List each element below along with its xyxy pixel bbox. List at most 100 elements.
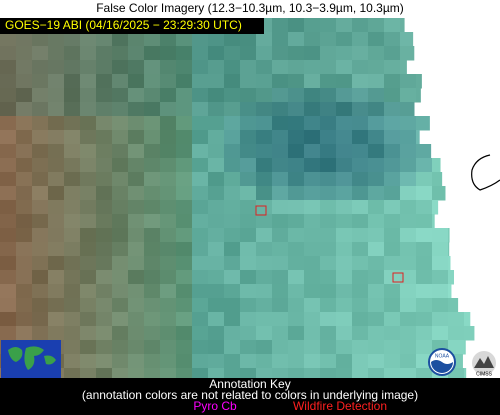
image-pixel: [208, 186, 225, 201]
image-pixel: [320, 214, 337, 229]
image-pixel: [96, 340, 113, 355]
image-pixel: [368, 186, 385, 201]
image-pixel: [48, 200, 65, 215]
image-pixel: [288, 326, 305, 341]
image-pixel: [128, 214, 145, 229]
image-pixel: [176, 186, 193, 201]
image-pixel: [80, 158, 97, 173]
image-pixel: [96, 214, 113, 229]
image-pixel: [272, 284, 289, 299]
image-pixel: [144, 228, 161, 243]
image-pixel: [96, 74, 113, 89]
image-pixel: [288, 214, 305, 229]
image-pixel: [0, 130, 17, 145]
image-pixel: [160, 354, 177, 369]
image-pixel: [176, 74, 193, 89]
image-pixel: [272, 214, 289, 229]
image-pixel: [288, 242, 305, 257]
image-pixel: [160, 326, 177, 341]
image-pixel: [48, 326, 65, 341]
image-pixel: [48, 242, 65, 257]
image-pixel: [80, 200, 97, 215]
image-pixel: [320, 116, 337, 131]
image-pixel: [384, 354, 401, 369]
image-pixel: [224, 214, 241, 229]
image-pixel: [144, 88, 161, 103]
image-pixel: [112, 228, 129, 243]
image-pixel: [0, 46, 17, 61]
image-pixel: [288, 270, 305, 285]
image-pixel: [400, 130, 417, 145]
image-pixel: [96, 88, 113, 103]
image-pixel: [32, 214, 49, 229]
image-pixel: [160, 116, 177, 131]
image-pixel: [256, 32, 273, 47]
image-pixel: [240, 228, 257, 243]
image-pixel: [96, 256, 113, 271]
image-pixel: [368, 298, 385, 313]
image-pixel: [320, 340, 337, 355]
image-pixel: [224, 60, 241, 75]
image-pixel: [400, 270, 417, 285]
image-pixel: [96, 228, 113, 243]
image-pixel: [0, 242, 17, 257]
image-pixel: [352, 144, 369, 159]
image-pixel: [128, 284, 145, 299]
image-pixel: [64, 340, 81, 355]
image-pixel: [112, 298, 129, 313]
image-pixel: [304, 242, 321, 257]
image-pixel: [224, 46, 241, 61]
image-pixel: [384, 186, 401, 201]
image-pixel: [432, 298, 449, 313]
image-pixel: [0, 284, 17, 299]
image-pixel: [128, 354, 145, 369]
image-pixel: [400, 116, 417, 131]
image-pixel: [96, 284, 113, 299]
image-pixel: [400, 46, 415, 61]
image-pixel: [208, 88, 225, 103]
image-pixel: [368, 18, 385, 33]
image-pixel: [272, 172, 289, 187]
image-pixel: [224, 144, 241, 159]
image-pixel: [176, 46, 193, 61]
image-pixel: [208, 144, 225, 159]
image-pixel: [288, 284, 305, 299]
image-pixel: [304, 256, 321, 271]
image-pixel: [400, 88, 417, 103]
image-pixel: [32, 158, 49, 173]
image-pixel: [224, 298, 241, 313]
image-pixel: [336, 270, 353, 285]
image-pixel: [16, 60, 33, 75]
image-pixel: [80, 116, 97, 131]
image-pixel: [64, 270, 81, 285]
image-pixel: [272, 200, 289, 215]
image-pixel: [384, 18, 401, 33]
image-pixel: [96, 32, 113, 47]
image-pixel: [288, 256, 305, 271]
image-pixel: [432, 284, 449, 299]
image-pixel: [400, 32, 414, 47]
image-pixel: [256, 242, 273, 257]
image-pixel: [304, 340, 321, 355]
image-pixel: [432, 312, 449, 327]
image-pixel: [96, 116, 113, 131]
image-pixel: [320, 242, 337, 257]
image-pixel: [64, 354, 81, 369]
image-pixel: [0, 32, 17, 47]
globe-land: [8, 346, 56, 370]
image-pixel: [192, 144, 209, 159]
image-pixel: [208, 60, 225, 75]
image-pixel: [144, 60, 161, 75]
image-pixel: [144, 326, 161, 341]
image-pixel: [48, 158, 65, 173]
image-pixel: [144, 32, 161, 47]
image-pixel: [96, 298, 113, 313]
image-pixel: [352, 200, 369, 215]
image-pixel: [320, 46, 337, 61]
image-pixel: [304, 270, 321, 285]
image-pixel: [368, 228, 385, 243]
image-pixel: [368, 200, 385, 215]
image-pixel: [240, 186, 257, 201]
image-pixel: [320, 60, 337, 75]
